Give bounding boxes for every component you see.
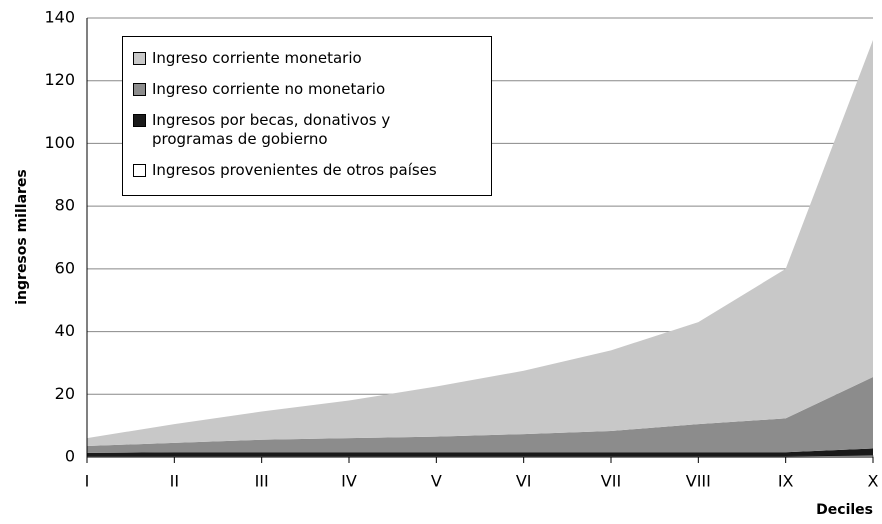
x-tick-label: IX — [778, 472, 794, 491]
area — [87, 39, 873, 447]
y-tick-label: 100 — [44, 133, 75, 152]
y-tick-label: 120 — [44, 70, 75, 89]
legend-item: Ingresos por becas, donativos y programa… — [133, 111, 481, 149]
legend-swatch — [133, 52, 146, 65]
legend-swatch — [133, 114, 146, 127]
x-tick-label: I — [85, 472, 90, 491]
area — [87, 448, 873, 457]
x-tick-label: VI — [516, 472, 532, 491]
legend-item: Ingreso corriente no monetario — [133, 80, 481, 99]
x-tick-label: VIII — [686, 472, 711, 491]
y-tick-label: 140 — [44, 8, 75, 27]
legend-swatch — [133, 164, 146, 177]
x-tick-label: VII — [601, 472, 621, 491]
legend-label: Ingreso corriente monetario — [152, 49, 362, 67]
y-tick-label: 0 — [65, 447, 75, 466]
legend-label: Ingresos por becas, donativos y programa… — [152, 111, 391, 148]
y-tick-label: 40 — [55, 321, 75, 340]
x-axis-title: Deciles — [816, 502, 873, 518]
legend-item: Ingresos provenientes de otros países — [133, 161, 481, 180]
x-tick-label: V — [431, 472, 442, 491]
area — [87, 377, 873, 453]
x-tick-label: X — [868, 472, 879, 491]
legend: Ingreso corriente monetario Ingreso corri… — [122, 36, 492, 196]
y-tick-label: 80 — [55, 196, 75, 215]
y-axis-title: ingresos millares — [14, 169, 30, 305]
y-tick-label: 60 — [55, 258, 75, 277]
x-tick-label: III — [255, 472, 269, 491]
x-tick-label: II — [170, 472, 179, 491]
legend-item: Ingreso corriente monetario — [133, 49, 481, 68]
y-tick-label: 20 — [55, 384, 75, 403]
x-tick-label: IV — [341, 472, 357, 491]
legend-label: Ingresos provenientes de otros países — [152, 161, 437, 179]
legend-swatch — [133, 83, 146, 96]
legend-label: Ingreso corriente no monetario — [152, 80, 386, 98]
